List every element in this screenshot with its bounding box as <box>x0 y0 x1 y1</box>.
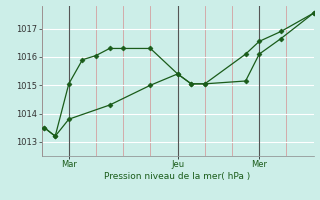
X-axis label: Pression niveau de la mer( hPa ): Pression niveau de la mer( hPa ) <box>104 172 251 181</box>
